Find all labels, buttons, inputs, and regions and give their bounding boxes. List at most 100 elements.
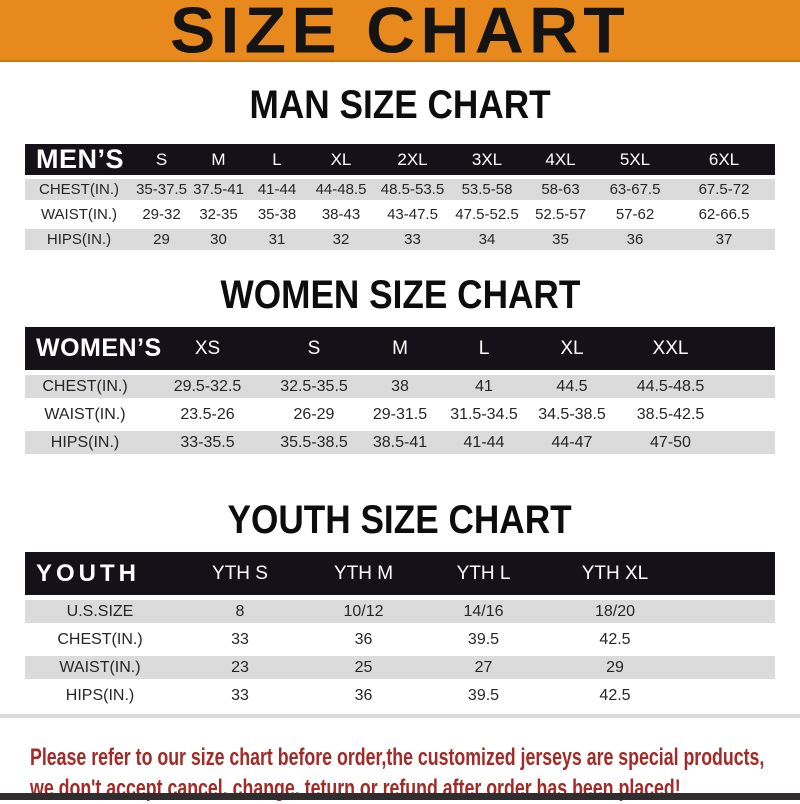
mens-header-row: MEN’S S M L XL 2XL 3XL 4XL 5XL 6XL [25,144,775,175]
table-row: WAIST(IN.) 23 25 27 29 [25,656,775,679]
row-label: U.S.SIZE [25,600,175,623]
cell-filler [685,600,775,623]
header-filler [723,327,775,370]
size-cell: 36 [597,229,673,250]
size-cell: 38.5-42.5 [636,405,705,423]
cell-filler [685,656,775,679]
size-cell: 32 [307,229,375,250]
youth-chart-heading: YOUTH SIZE CHART [0,499,800,547]
size-cell: 41 [442,375,526,398]
table-row: WAIST(IN.) 29-32 32-35 35-38 38-43 43-47.5 47.… [25,204,775,225]
size-column-header: S [133,144,190,175]
size-column-header: YTH L [422,552,545,595]
size-cell: 36 [354,686,373,704]
row-label: WAIST(IN.) [25,656,175,679]
size-column-header: 3XL [450,144,524,175]
size-cell: 31.5-34.5 [450,405,518,423]
table-row: HIPS(IN.) 29 30 31 32 33 34 35 36 37 [25,229,775,250]
size-cell: 32.5-35.5 [270,375,358,398]
size-cell: 34 [450,229,524,250]
womens-size-table: WOMEN’S XS S M L XL XXL CHEST(IN.) 29.5-32.5 32.5… [25,322,775,459]
mens-table-corner-label: MEN’S [25,144,133,175]
size-cell: 41-44 [247,179,307,200]
size-cell: 48.5-53.5 [375,179,450,200]
size-cell: 44-48.5 [307,179,375,200]
size-charts: MAN SIZE CHART MEN’S S M L XL 2XL 3XL 4XL 5XL 6XL C… [0,84,800,712]
footer-note: Please refer to our size chart before or… [0,742,800,804]
size-column-header: 4XL [524,144,597,175]
size-column-header: XXL [618,327,723,370]
size-cell: 29 [545,656,685,679]
table-row: WAIST(IN.) 23.5-26 26-29 29-31.5 31.5-34.5 34… [25,403,775,426]
size-cell: 38 [358,375,442,398]
size-cell: 39.5 [467,630,500,648]
size-cell: 47-50 [618,431,723,454]
size-cell: 18/20 [545,600,685,623]
table-row: U.S.SIZE 8 10/12 14/16 18/20 [25,600,775,623]
bottom-bar [0,793,800,800]
size-cell: 35 [524,229,597,250]
size-cell: 38-43 [321,206,361,223]
size-cell: 29-31.5 [372,405,428,423]
youth-table-corner-label: YOUTH [25,552,175,595]
size-column-header: M [358,327,442,370]
size-cell: 44.5 [526,375,618,398]
size-column-header: XL [307,144,375,175]
size-cell: 38.5-41 [358,431,442,454]
size-cell: 39.5 [467,686,500,704]
youth-chart-heading-text: YOUTH SIZE CHART [227,498,573,542]
size-column-header: S [270,327,358,370]
size-column-header: L [247,144,307,175]
youth-table-bottom-divider [0,714,800,718]
size-cell: 42.5 [599,686,631,704]
womens-header-row: WOMEN’S XS S M L XL XXL [25,327,775,370]
size-cell: 23.5-26 [180,405,235,423]
size-cell: 33 [231,630,249,648]
size-column-header: YTH M [305,552,422,595]
size-column-header: XL [526,327,618,370]
row-label: WAIST(IN.) [40,206,118,223]
size-cell: 33 [231,686,249,704]
size-column-header: YTH XL [545,552,685,595]
header-filler [685,552,775,595]
size-cell: 35.5-38.5 [270,431,358,454]
size-cell: 14/16 [422,600,545,623]
size-cell: 31 [247,229,307,250]
womens-chart-heading-text: WOMEN SIZE CHART [220,273,580,317]
youth-size-table: YOUTH YTH S YTH M YTH L YTH XL U.S.SIZE 8 10/12… [25,547,775,712]
size-column-header: L [442,327,526,370]
row-label: HIPS(IN.) [25,229,133,250]
cell-filler [723,403,775,426]
footer-line-1: Please refer to our size chart before or… [30,744,765,771]
size-cell: 35-38 [257,206,297,223]
size-cell: 10/12 [305,600,422,623]
size-cell: 42.5 [599,630,631,648]
size-cell: 32-35 [199,206,238,223]
size-cell: 43-47.5 [387,206,438,223]
table-row: CHEST(IN.) 29.5-32.5 32.5-35.5 38 41 44.5 44.5… [25,375,775,398]
size-cell: 52.5-57 [535,206,586,223]
table-row: CHEST(IN.) 35-37.5 37.5-41 41-44 44-48.5 48.5… [25,179,775,200]
size-cell: 41-44 [442,431,526,454]
cell-filler [723,375,775,398]
row-label: HIPS(IN.) [65,686,135,704]
row-label: CHEST(IN.) [25,375,145,398]
table-row: CHEST(IN.) 33 36 39.5 42.5 [25,628,775,651]
row-label: WAIST(IN.) [44,405,126,423]
row-label: CHEST(IN.) [25,179,133,200]
size-column-header: 2XL [375,144,450,175]
womens-table-corner-label: WOMEN’S [25,327,161,370]
banner-title: SIZE CHART [169,0,631,67]
size-cell: 27 [422,656,545,679]
size-column-header: 6XL [673,144,775,175]
cell-filler [685,684,775,707]
size-cell: 30 [190,229,247,250]
mens-size-table: MEN’S S M L XL 2XL 3XL 4XL 5XL 6XL CHEST(IN.) 35-37… [25,140,775,254]
table-row: HIPS(IN.) 33-35.5 35.5-38.5 38.5-41 41-44 44-… [25,431,775,454]
womens-chart-heading: WOMEN SIZE CHART [0,274,800,322]
size-cell: 23 [175,656,305,679]
size-column-header: XS [145,327,270,370]
size-cell: 34.5-38.5 [538,405,606,423]
size-cell: 29-32 [142,206,181,223]
mens-chart-heading: MAN SIZE CHART [0,84,800,132]
